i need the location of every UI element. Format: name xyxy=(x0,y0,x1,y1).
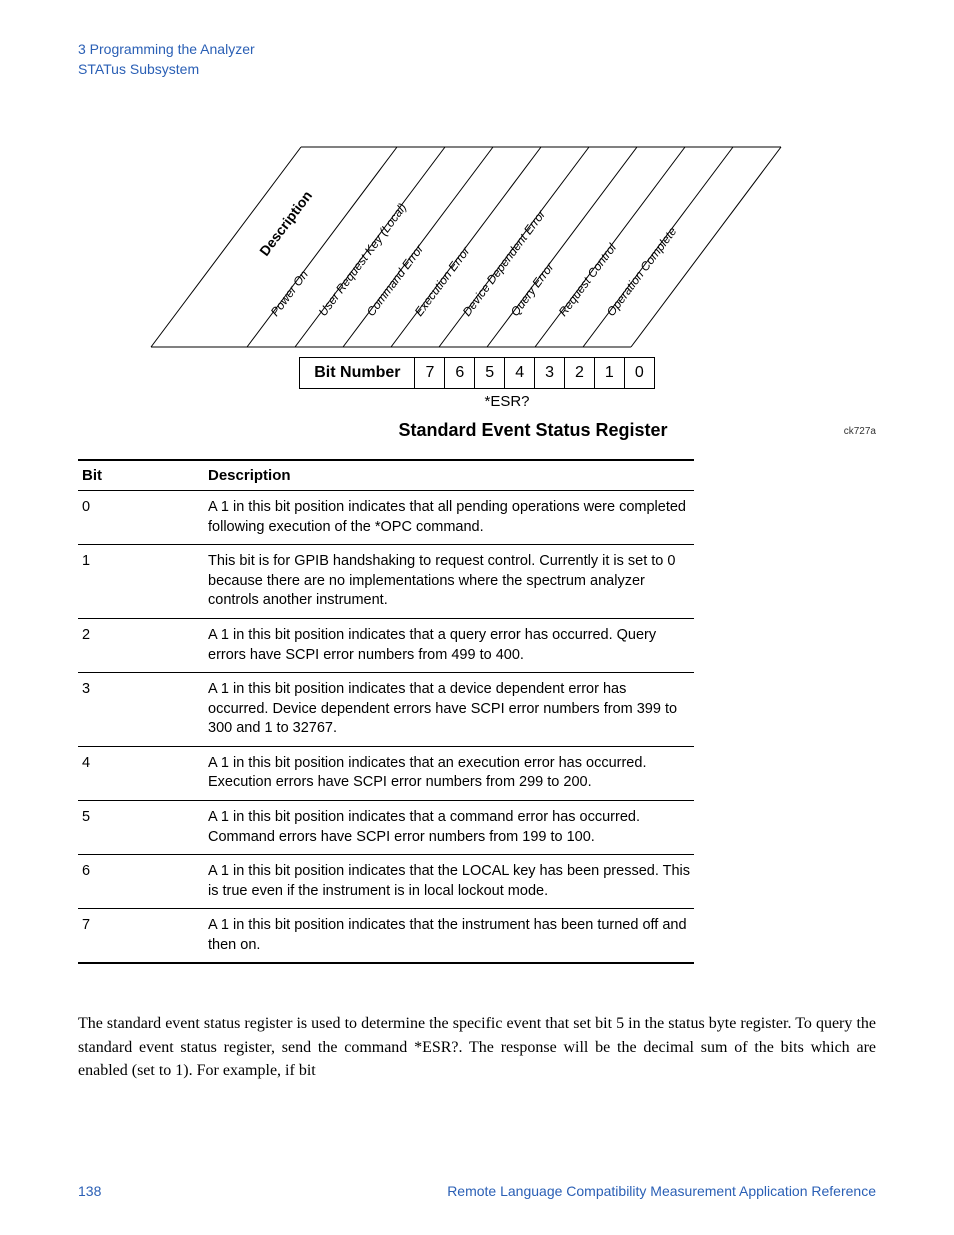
figure-reference: ck727a xyxy=(844,426,876,437)
bit-cell: 0 xyxy=(624,358,654,389)
bit-diagram-svg: Description Power OnUser Request Key (Loc… xyxy=(147,109,807,349)
bit-number-table: Bit Number 7 6 5 4 3 2 1 0 xyxy=(299,357,654,389)
table-row: 3A 1 in this bit position indicates that… xyxy=(78,673,694,747)
table-row: 2A 1 in this bit position indicates that… xyxy=(78,619,694,673)
bit-cell: 5 xyxy=(475,358,505,389)
table-row: 7A 1 in this bit position indicates that… xyxy=(78,909,694,964)
cell-description: A 1 in this bit position indicates that … xyxy=(204,800,694,854)
table-row: 1This bit is for GPIB handshaking to req… xyxy=(78,545,694,619)
bit-cell: 3 xyxy=(535,358,565,389)
table-row: 0A 1 in this bit position indicates that… xyxy=(78,491,694,545)
cell-description: This bit is for GPIB handshaking to requ… xyxy=(204,545,694,619)
bit-cell: 2 xyxy=(565,358,595,389)
cell-description: A 1 in this bit position indicates that … xyxy=(204,855,694,909)
bit-cell: 6 xyxy=(445,358,475,389)
cell-bit: 6 xyxy=(78,855,204,909)
cell-bit: 3 xyxy=(78,673,204,747)
cell-bit: 0 xyxy=(78,491,204,545)
cell-description: A 1 in this bit position indicates that … xyxy=(204,673,694,747)
bit-number-label: Bit Number xyxy=(300,358,415,389)
cell-bit: 1 xyxy=(78,545,204,619)
header-section: STATus Subsystem xyxy=(78,60,876,80)
svg-text:Device Dependent Error: Device Dependent Error xyxy=(460,207,549,319)
register-diagram: Description Power OnUser Request Key (Loc… xyxy=(78,109,876,441)
col-header-bit: Bit xyxy=(78,460,204,491)
header-chapter: 3 Programming the Analyzer xyxy=(78,40,876,60)
bit-number-row: Bit Number 7 6 5 4 3 2 1 0 xyxy=(300,358,654,389)
svg-text:User Request Key (Local): User Request Key (Local) xyxy=(316,201,410,319)
body-paragraph: The standard event status register is us… xyxy=(78,1012,876,1082)
cell-bit: 2 xyxy=(78,619,204,673)
table-row: 5A 1 in this bit position indicates that… xyxy=(78,800,694,854)
svg-text:Operation Complete: Operation Complete xyxy=(604,224,680,319)
table-header-row: Bit Description xyxy=(78,460,694,491)
cell-bit: 7 xyxy=(78,909,204,964)
register-title: Standard Event Status Register xyxy=(398,420,667,440)
page-header: 3 Programming the Analyzer STATus Subsys… xyxy=(78,40,876,79)
footer-reference: Remote Language Compatibility Measuremen… xyxy=(447,1183,876,1199)
bit-cell: 1 xyxy=(594,358,624,389)
page: 3 Programming the Analyzer STATus Subsys… xyxy=(0,0,954,1235)
page-footer: 138 Remote Language Compatibility Measur… xyxy=(78,1183,876,1199)
cell-bit: 5 xyxy=(78,800,204,854)
bit-cell: 7 xyxy=(415,358,445,389)
page-number: 138 xyxy=(78,1183,101,1199)
svg-text:Power On: Power On xyxy=(268,268,311,319)
cell-bit: 4 xyxy=(78,746,204,800)
esr-query-label: *ESR? xyxy=(78,393,876,410)
bit-description-table: Bit Description 0A 1 in this bit positio… xyxy=(78,459,694,964)
table-row: 6A 1 in this bit position indicates that… xyxy=(78,855,694,909)
bit-cell: 4 xyxy=(505,358,535,389)
svg-text:Query Error: Query Error xyxy=(508,260,557,319)
register-title-row: Standard Event Status Register ck727a xyxy=(78,420,876,441)
cell-description: A 1 in this bit position indicates that … xyxy=(204,619,694,673)
cell-description: A 1 in this bit position indicates that … xyxy=(204,909,694,964)
col-header-description: Description xyxy=(204,460,694,491)
cell-description: A 1 in this bit position indicates that … xyxy=(204,746,694,800)
table-row: 4A 1 in this bit position indicates that… xyxy=(78,746,694,800)
cell-description: A 1 in this bit position indicates that … xyxy=(204,491,694,545)
svg-text:Description: Description xyxy=(256,188,315,259)
